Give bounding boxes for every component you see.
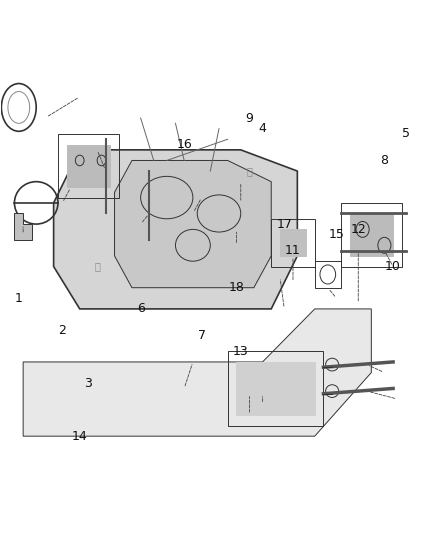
Text: 7: 7 xyxy=(198,329,205,342)
Text: 11: 11 xyxy=(285,244,301,257)
Text: 10: 10 xyxy=(385,260,401,273)
Text: 14: 14 xyxy=(72,430,88,443)
Bar xyxy=(67,144,110,187)
Text: 13: 13 xyxy=(233,345,249,358)
Bar xyxy=(58,134,119,198)
Polygon shape xyxy=(53,150,297,309)
Bar xyxy=(315,261,341,288)
Bar xyxy=(280,229,306,256)
Polygon shape xyxy=(115,160,271,288)
Text: 3: 3 xyxy=(85,377,92,390)
Polygon shape xyxy=(23,309,371,436)
Polygon shape xyxy=(14,214,32,240)
Bar xyxy=(237,362,315,415)
Text: 6: 6 xyxy=(137,302,145,316)
Text: 12: 12 xyxy=(350,223,366,236)
Bar xyxy=(228,351,323,425)
Bar xyxy=(350,214,393,256)
Text: 18: 18 xyxy=(229,281,244,294)
Text: 17: 17 xyxy=(276,217,292,231)
Text: 8: 8 xyxy=(380,154,389,167)
Text: 16: 16 xyxy=(177,138,192,151)
Text: 15: 15 xyxy=(328,228,344,241)
Text: 9: 9 xyxy=(246,111,254,125)
Text: 4: 4 xyxy=(258,122,266,135)
Text: 2: 2 xyxy=(58,324,66,337)
Bar xyxy=(271,219,315,266)
Text: 1: 1 xyxy=(15,292,23,305)
Bar xyxy=(341,203,402,266)
Text: 5: 5 xyxy=(402,127,410,140)
Text: ج: ج xyxy=(247,166,252,176)
Text: ج: ج xyxy=(94,262,100,271)
